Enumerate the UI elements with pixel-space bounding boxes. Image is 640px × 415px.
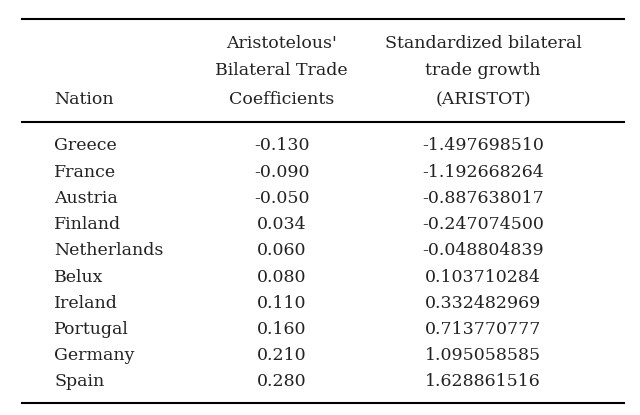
Text: Standardized bilateral: Standardized bilateral: [385, 35, 582, 52]
Text: 0.280: 0.280: [257, 374, 307, 391]
Text: -0.048804839: -0.048804839: [422, 242, 544, 259]
Text: -1.497698510: -1.497698510: [422, 137, 544, 154]
Text: (ARISTOT): (ARISTOT): [435, 91, 531, 108]
Text: 0.332482969: 0.332482969: [425, 295, 541, 312]
Text: Aristotelous': Aristotelous': [226, 35, 337, 52]
Text: 0.210: 0.210: [257, 347, 307, 364]
Text: Portugal: Portugal: [54, 321, 129, 338]
Text: 0.110: 0.110: [257, 295, 307, 312]
Text: Greece: Greece: [54, 137, 117, 154]
Text: 1.628861516: 1.628861516: [426, 374, 541, 391]
Text: Bilateral Trade: Bilateral Trade: [215, 62, 348, 79]
Text: 0.080: 0.080: [257, 269, 307, 286]
Text: Belux: Belux: [54, 269, 104, 286]
Text: Coefficients: Coefficients: [229, 91, 334, 108]
Text: 0.160: 0.160: [257, 321, 307, 338]
Text: -0.090: -0.090: [254, 164, 309, 181]
Text: -0.887638017: -0.887638017: [422, 190, 544, 207]
Text: 0.713770777: 0.713770777: [425, 321, 541, 338]
Text: trade growth: trade growth: [426, 62, 541, 79]
Text: 0.103710284: 0.103710284: [425, 269, 541, 286]
Text: Austria: Austria: [54, 190, 118, 207]
Text: France: France: [54, 164, 116, 181]
Text: Finland: Finland: [54, 216, 122, 233]
Text: -0.130: -0.130: [254, 137, 309, 154]
Text: -0.247074500: -0.247074500: [422, 216, 544, 233]
Text: Nation: Nation: [54, 91, 114, 108]
Text: Germany: Germany: [54, 347, 135, 364]
Text: Netherlands: Netherlands: [54, 242, 164, 259]
Text: 0.060: 0.060: [257, 242, 307, 259]
Text: Spain: Spain: [54, 374, 105, 391]
Text: 1.095058585: 1.095058585: [425, 347, 541, 364]
Text: 0.034: 0.034: [257, 216, 307, 233]
Text: -0.050: -0.050: [254, 190, 309, 207]
Text: -1.192668264: -1.192668264: [422, 164, 544, 181]
Text: Ireland: Ireland: [54, 295, 118, 312]
